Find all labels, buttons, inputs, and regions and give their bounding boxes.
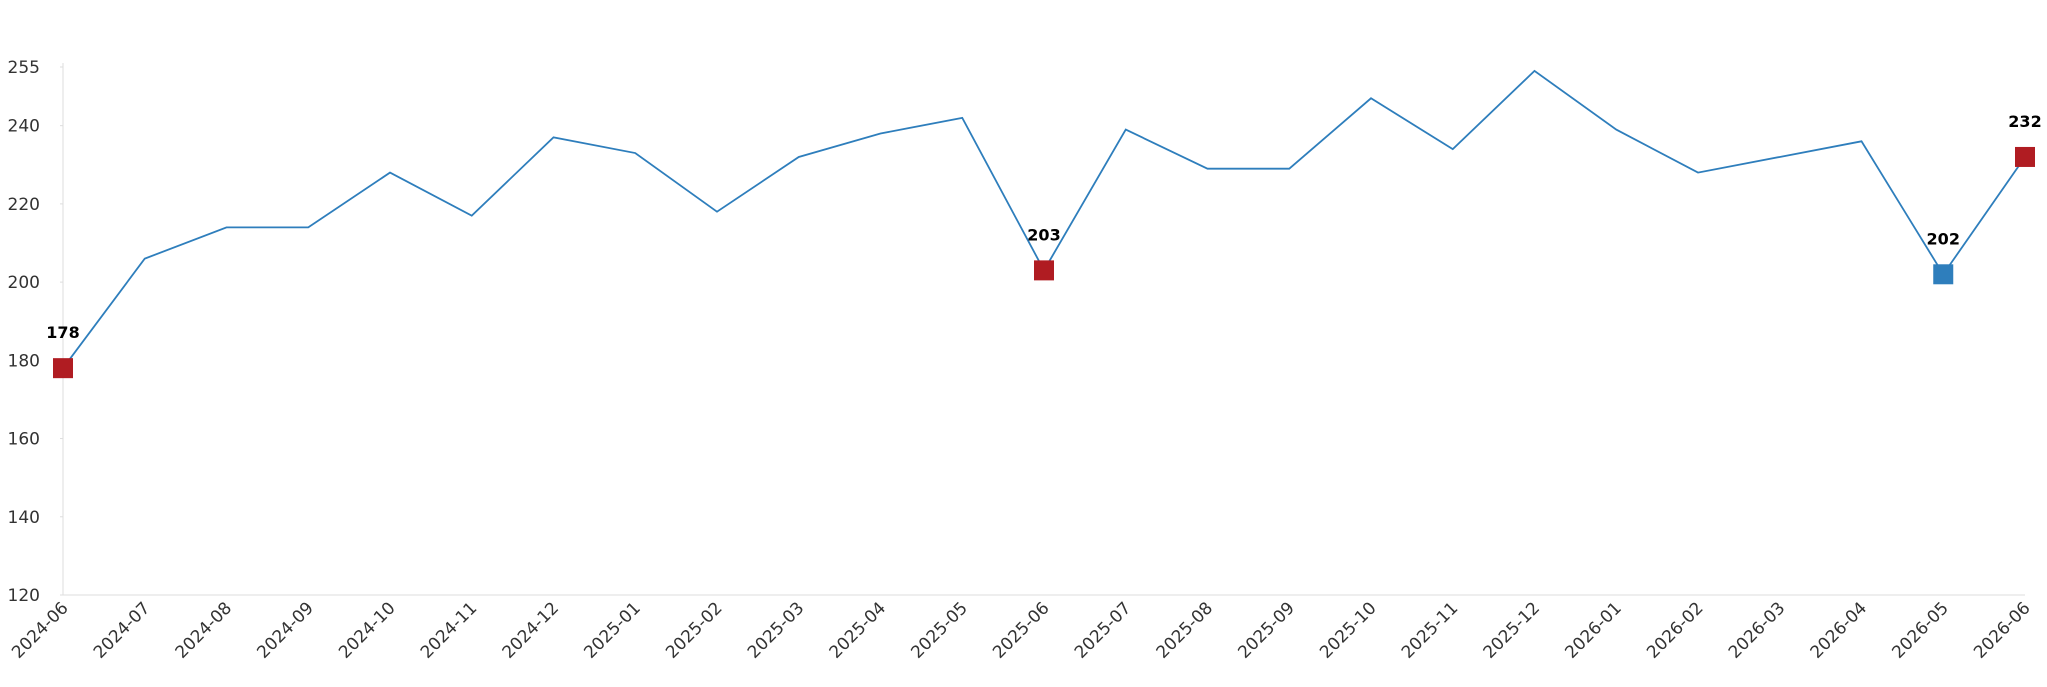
- x-tick-label: 2025-01: [580, 598, 644, 662]
- x-tick-label: 2026-03: [1725, 598, 1789, 662]
- x-tick-label: 2025-08: [1153, 598, 1217, 662]
- x-tick-label: 2026-06: [1970, 598, 2034, 662]
- data-label: 203: [1027, 225, 1060, 244]
- x-tick-label: 2024-07: [90, 598, 154, 662]
- x-tick-label: 2025-07: [1071, 598, 1135, 662]
- x-tick-label: 2024-12: [499, 598, 563, 662]
- x-tick-label: 2024-10: [335, 598, 399, 662]
- y-tick-label: 140: [8, 508, 40, 528]
- x-tick-label: 2024-11: [417, 598, 481, 662]
- x-tick-label: 2026-02: [1643, 598, 1707, 662]
- x-tick-label: 2025-06: [989, 598, 1053, 662]
- x-tick-label: 2025-10: [1316, 598, 1380, 662]
- line: [62, 69, 2026, 369]
- x-tick-label: 2026-05: [1888, 598, 1952, 662]
- data-label: 178: [46, 323, 79, 342]
- x-tick-label: 2024-09: [253, 598, 317, 662]
- x-tick-label: 2025-05: [907, 598, 971, 662]
- marker: [53, 358, 73, 379]
- x-tick-label: 2025-12: [1480, 598, 1544, 662]
- y-tick-label: 240: [8, 117, 40, 137]
- x-tick-label: 2025-03: [744, 598, 808, 662]
- x-tick-label: 2025-02: [662, 598, 726, 662]
- y-tick-label: 180: [8, 351, 40, 371]
- y-tick-label: 255: [8, 58, 40, 78]
- y-tick-label: 120: [8, 586, 40, 606]
- data-label: 232: [2008, 112, 2041, 131]
- x-tick-label: 2024-08: [172, 598, 236, 662]
- y-tick-label: 200: [8, 273, 40, 293]
- x-tick-label: 2026-01: [1561, 598, 1625, 662]
- x-tick-label: 2025-11: [1398, 598, 1462, 662]
- x-tick-label: 2025-09: [1234, 598, 1298, 662]
- data-label: 202: [1927, 229, 1960, 248]
- x-tick-label: 2026-04: [1807, 598, 1871, 662]
- y-tick-label: 220: [8, 195, 40, 215]
- marker: [2015, 146, 2035, 167]
- marker: [1034, 260, 1054, 281]
- x-tick-label: 2024-06: [8, 598, 72, 662]
- x-tick-label: 2025-04: [826, 598, 890, 662]
- marker: [1933, 264, 1954, 285]
- y-tick-label: 160: [8, 430, 40, 450]
